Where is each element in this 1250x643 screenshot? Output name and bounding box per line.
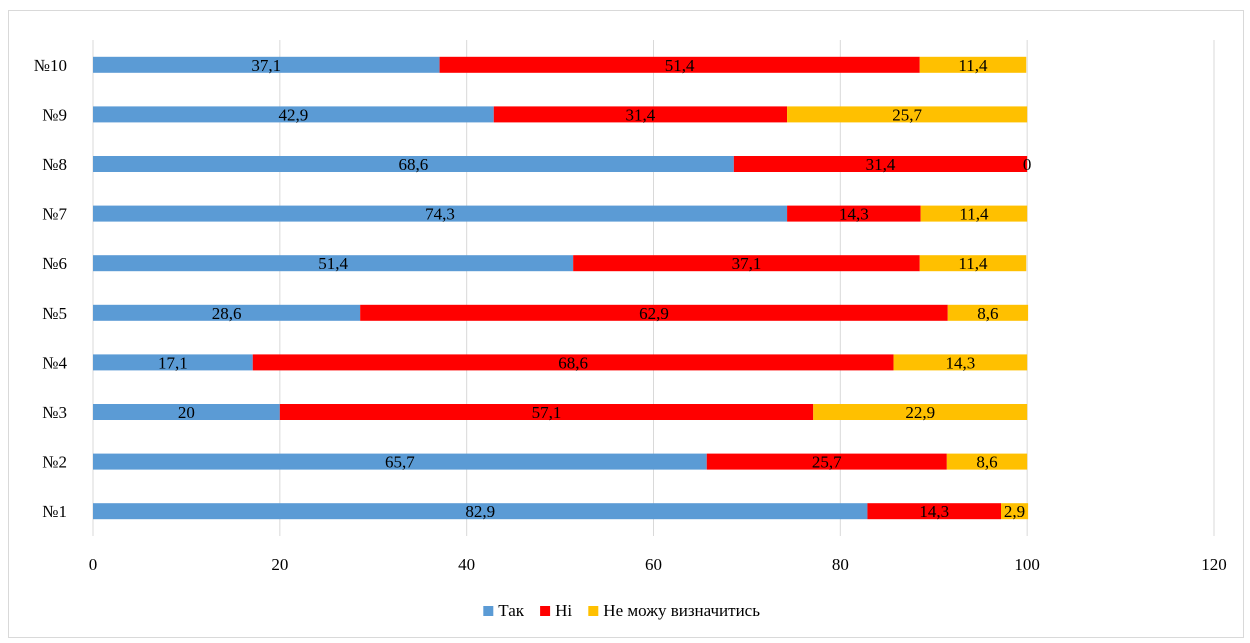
data-label: 31,4: [626, 105, 656, 124]
data-label: 14,3: [919, 502, 949, 521]
bar-segment: [279, 404, 814, 420]
legend-swatch: [483, 606, 494, 616]
data-label: 25,7: [892, 105, 922, 124]
data-label: 8,6: [976, 453, 997, 472]
y-axis: №1 №2 №3 №4 №5 №6 №7 №8 №9 №10: [34, 56, 68, 521]
bar-segment: [93, 255, 574, 272]
data-label: 65,7: [385, 453, 415, 472]
data-label: 37,1: [251, 56, 281, 75]
bar-segment: [93, 404, 280, 420]
bar-segment: [787, 106, 1028, 123]
bar-segment: [1001, 503, 1029, 520]
bar-segment: [733, 156, 1028, 172]
x-tick-label: 80: [832, 555, 849, 574]
legend-label: Так: [498, 601, 525, 620]
data-label: 62,9: [639, 304, 669, 323]
data-label: 68,6: [399, 155, 429, 174]
category-label: №2: [42, 453, 67, 472]
data-label: 25,7: [812, 453, 842, 472]
data-label: 31,4: [866, 155, 896, 174]
x-tick-label: 60: [645, 555, 662, 574]
data-label: 20: [178, 403, 195, 422]
bar-segment: [93, 205, 788, 222]
data-label: 82,9: [465, 502, 495, 521]
category-label: №6: [42, 254, 67, 273]
data-label: 57,1: [532, 403, 562, 422]
x-tick-label: 120: [1201, 555, 1227, 574]
bar-segment: [439, 56, 920, 73]
bar-segment: [93, 156, 734, 172]
data-label: 11,4: [958, 56, 988, 75]
data-label: 0: [1023, 155, 1032, 174]
category-label: №5: [42, 304, 67, 323]
data-label: 74,3: [425, 205, 455, 224]
category-label: №10: [34, 56, 67, 75]
data-label: 14,3: [839, 205, 869, 224]
data-label: 11,4: [958, 254, 988, 273]
bar-segment: [706, 453, 947, 470]
category-label: №9: [42, 105, 67, 124]
category-label: №3: [42, 403, 67, 422]
legend-swatch: [588, 606, 599, 616]
legend: Так Ні Не можу визначитись: [483, 601, 760, 620]
data-label: 28,6: [212, 304, 242, 323]
bar-segment: [920, 205, 1028, 222]
bar-segment: [493, 106, 788, 123]
data-label: 68,6: [558, 353, 588, 372]
data-label: 51,4: [665, 56, 695, 75]
bar-segment: [93, 56, 440, 73]
data-label: 14,3: [945, 353, 975, 372]
bar-segment: [947, 304, 1029, 321]
bar-segment: [893, 354, 1028, 371]
data-label: 22,9: [905, 403, 935, 422]
legend-swatch: [540, 606, 551, 616]
data-label: 42,9: [279, 105, 309, 124]
legend-label: Не можу визначитись: [603, 601, 760, 620]
data-label: 37,1: [732, 254, 762, 273]
bar-segment: [93, 354, 253, 371]
bars: [93, 56, 1029, 520]
x-axis: 0 20 40 60 80 100 120: [89, 555, 1227, 574]
gridlines: [92, 40, 1215, 536]
category-label: №1: [42, 502, 67, 521]
x-tick-label: 20: [271, 555, 288, 574]
data-label: 51,4: [318, 254, 348, 273]
bar-segment: [360, 304, 948, 321]
bar-segment: [93, 453, 707, 470]
bar-segment: [919, 56, 1027, 73]
bar-segment: [787, 205, 921, 222]
data-label: 11,4: [959, 205, 989, 224]
bar-segment: [813, 404, 1028, 420]
bar-segment: [573, 255, 920, 272]
x-tick-label: 0: [89, 555, 98, 574]
legend-label: Ні: [555, 601, 572, 620]
bar-segment: [867, 503, 1002, 520]
data-label: 8,6: [977, 304, 998, 323]
category-label: №7: [42, 205, 67, 224]
x-tick-label: 100: [1014, 555, 1040, 574]
bar-segment: [93, 106, 494, 123]
bar-segment: [919, 255, 1027, 272]
x-tick-label: 40: [458, 555, 475, 574]
bar-segment: [93, 304, 361, 321]
bar-segment: [93, 503, 868, 520]
category-label: №4: [42, 353, 67, 372]
data-labels: 82,9 14,3 2,9 65,7 25,7 8,6 20 57,1 22,9 17,1 68,6…: [158, 56, 1031, 521]
bar-segment: [252, 354, 894, 371]
bar-segment: [946, 453, 1028, 470]
category-label: №8: [42, 155, 67, 174]
data-label: 17,1: [158, 353, 188, 372]
data-label: 2,9: [1004, 502, 1025, 521]
